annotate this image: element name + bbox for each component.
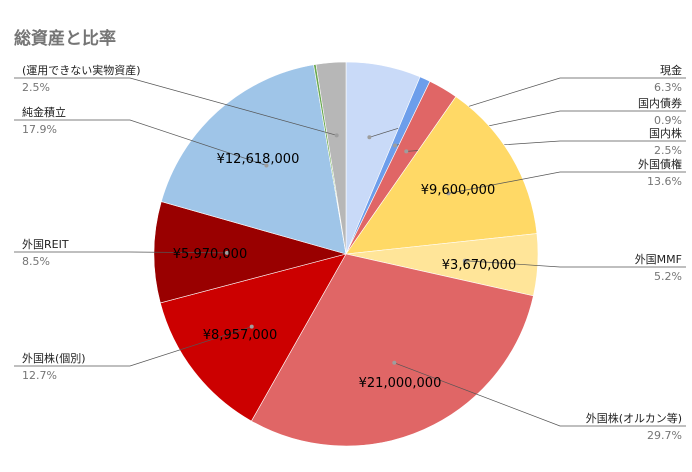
pie-slice (250, 253, 534, 447)
slice-label: 国内債券 (638, 96, 682, 110)
slice-percent: 5.2% (654, 270, 682, 283)
slice-percent: 17.9% (22, 123, 57, 136)
label-anchor-dot (392, 360, 397, 365)
slice-label: 国内株 (649, 126, 682, 140)
label-anchor-dot (392, 143, 397, 148)
slice-percent: 8.5% (22, 255, 50, 268)
slice-amount: ¥8,957,000 (203, 328, 277, 343)
pie-slice (345, 96, 538, 255)
slice-label: 外国株(オルカン等) (586, 411, 682, 425)
slice-percent: 12.7% (22, 369, 57, 382)
label-anchor-dot (224, 250, 229, 255)
label-leader-line (14, 326, 252, 367)
label-anchor-dot (249, 324, 254, 329)
label-anchor-dot (446, 191, 451, 196)
slice-amount: ¥5,970,000 (173, 247, 247, 262)
slice-label: 現金 (660, 63, 682, 77)
chart-title: 総資産と比率 (14, 29, 116, 49)
label-leader-line (448, 171, 686, 194)
pie-slice (160, 64, 347, 255)
label-leader-line (464, 260, 686, 268)
label-anchor-dot (462, 258, 467, 263)
pie-slice (315, 61, 347, 255)
slice-percent: 13.6% (647, 175, 682, 188)
slice-amount: ¥3,670,000 (442, 258, 516, 273)
slice-label: (運用できない実物資産) (22, 63, 141, 77)
slice-label: 外国債権 (638, 157, 682, 171)
label-leader-line (14, 251, 227, 254)
label-anchor-dot (334, 133, 339, 138)
slice-label: 純金積立 (22, 105, 66, 119)
slice-amount: ¥12,618,000 (217, 152, 300, 167)
slice-label: 外国MMF (635, 253, 682, 266)
label-anchor-dot (367, 135, 372, 140)
slice-label: 外国株(個別) (22, 351, 86, 365)
slice-percent: 2.5% (654, 144, 682, 157)
label-leader-line (14, 119, 267, 166)
slice-percent: 6.3% (654, 81, 682, 94)
label-leader-line (394, 362, 686, 427)
slice-amount: ¥9,600,000 (421, 183, 495, 198)
label-anchor-dot (404, 149, 409, 154)
slice-percent: 29.7% (647, 429, 682, 442)
slice-label: 外国REIT (22, 238, 69, 251)
pie-slice (159, 253, 347, 422)
slice-percent: 2.5% (22, 81, 50, 94)
slice-percent: 0.9% (654, 114, 682, 127)
label-leader-line (14, 77, 337, 136)
slice-amount: ¥21,000,000 (359, 376, 442, 391)
label-anchor-dot (264, 163, 269, 168)
